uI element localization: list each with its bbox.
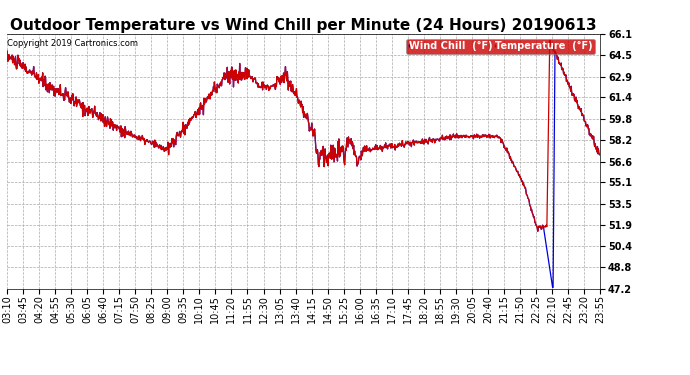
Title: Outdoor Temperature vs Wind Chill per Minute (24 Hours) 20190613: Outdoor Temperature vs Wind Chill per Mi…	[10, 18, 597, 33]
Text: Copyright 2019 Cartronics.com: Copyright 2019 Cartronics.com	[8, 39, 139, 48]
Legend: Wind Chill  (°F), Temperature  (°F): Wind Chill (°F), Temperature (°F)	[406, 39, 595, 54]
